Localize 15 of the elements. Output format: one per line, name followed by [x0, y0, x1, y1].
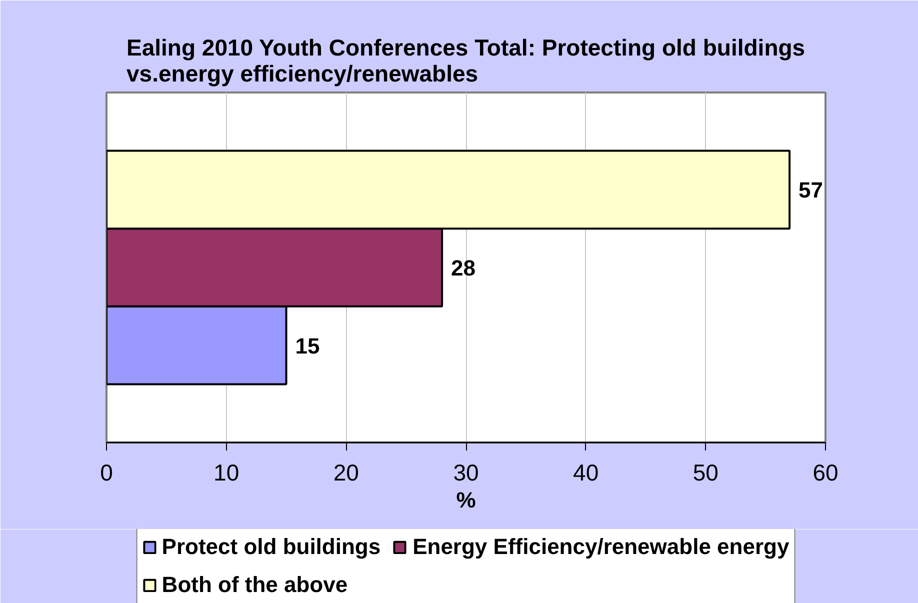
x-axis-title: %: [456, 488, 476, 512]
x-tick-label: 50: [692, 460, 718, 486]
legend-label: Both of the above: [162, 572, 348, 598]
x-tick-label: 60: [812, 460, 838, 486]
data-label: 57: [798, 178, 824, 203]
data-label: 15: [295, 333, 320, 358]
x-tick-label: 0: [100, 460, 113, 486]
x-tick-label: 20: [333, 460, 359, 486]
x-tick-label: 30: [453, 460, 479, 486]
x-tick-label: 10: [214, 460, 240, 486]
legend-label: Energy Efficiency/renewable energy: [412, 534, 790, 560]
x-tick-label: 40: [573, 460, 599, 486]
chart-title: Ealing 2010 Youth Conferences Total: Protecting old buildings vs.energy efficiency/renewables: [126, 34, 806, 86]
data-label: 28: [451, 256, 476, 280]
legend-label: Protect old buildings: [162, 534, 381, 560]
